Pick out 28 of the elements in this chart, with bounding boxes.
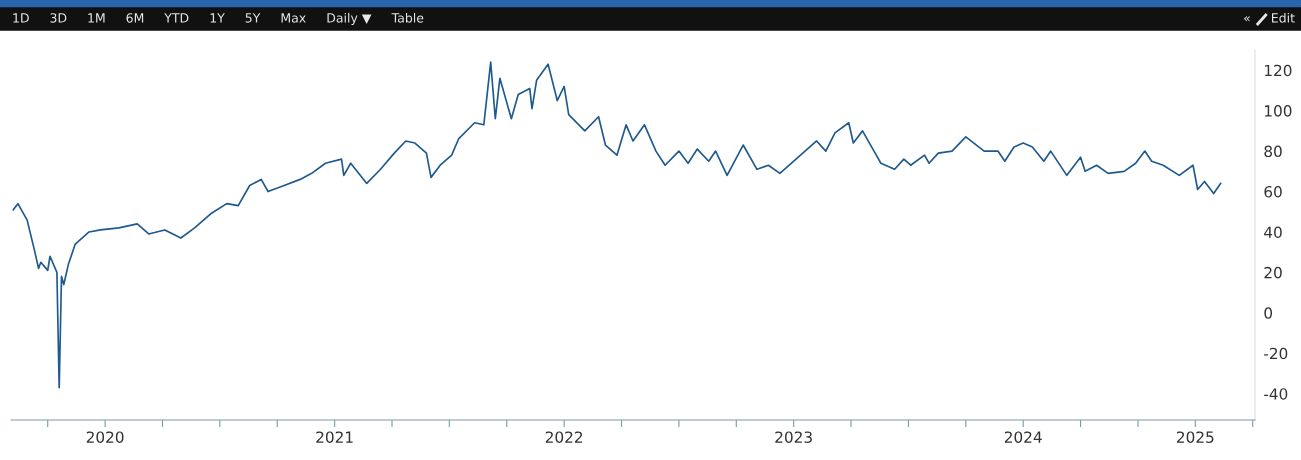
y-tick-label: 80 (1264, 145, 1282, 158)
x-tick-label: 2021 (316, 431, 353, 443)
x-tick-label: 2022 (545, 431, 583, 443)
y-tick-label: -40 (1264, 388, 1288, 400)
text: Max (281, 13, 306, 23)
y-tick-label: 120 (1265, 64, 1292, 77)
x-tick-label: 2020 (86, 431, 124, 443)
y-tick-label: 40 (1264, 226, 1282, 238)
x-tick-label: 2024 (1004, 431, 1042, 443)
text: Table (391, 12, 424, 23)
text: 1M (88, 13, 105, 23)
y-tick-label: 60 (1264, 186, 1282, 198)
y-tick-label: 20 (1264, 266, 1282, 279)
y-tick-label: 100 (1265, 105, 1292, 117)
x-tick-label: 2023 (775, 431, 812, 443)
y-tick-label: -20 (1264, 347, 1288, 360)
text: YTD (164, 13, 189, 23)
line-series (12, 61, 1222, 389)
text: 5Y (245, 13, 261, 23)
text: 6M (126, 13, 144, 23)
text: Daily ▼ (327, 12, 372, 26)
text: 3D (50, 13, 67, 23)
text: « (1244, 15, 1250, 22)
text: 1Y (210, 13, 225, 23)
x-tick-label: 2025 (1177, 431, 1214, 443)
text: 1D (13, 13, 29, 23)
y-tick-label: 0 (1264, 307, 1273, 319)
text: Edit (1272, 12, 1295, 23)
